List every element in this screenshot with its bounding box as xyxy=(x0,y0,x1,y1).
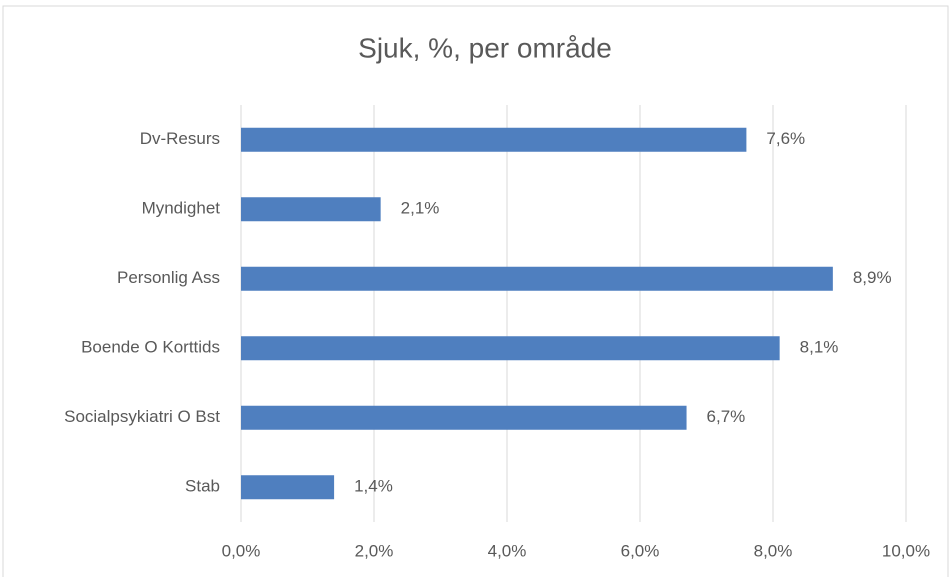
y-tick-label: Dv-Resurs xyxy=(140,129,220,148)
bar xyxy=(241,405,687,430)
data-label: 6,7% xyxy=(707,407,746,426)
data-label: 8,1% xyxy=(800,338,839,357)
x-tick-label: 2,0% xyxy=(355,541,394,560)
x-tick-label: 6,0% xyxy=(621,541,660,560)
x-tick-label: 4,0% xyxy=(488,541,527,560)
x-tick-label: 8,0% xyxy=(754,541,793,560)
y-tick-label: Socialpsykiatri O Bst xyxy=(64,407,220,426)
data-label: 2,1% xyxy=(401,199,440,218)
bar xyxy=(241,475,335,500)
y-tick-label: Personlig Ass xyxy=(117,268,220,287)
bar xyxy=(241,336,780,361)
bar xyxy=(241,127,747,152)
data-label: 8,9% xyxy=(853,268,892,287)
x-tick-label: 10,0% xyxy=(882,541,930,560)
x-tick-label: 0,0% xyxy=(222,541,261,560)
chart-title: Sjuk, %, per område xyxy=(358,32,612,63)
bar xyxy=(241,266,833,291)
data-label: 7,6% xyxy=(766,129,805,148)
y-tick-label: Myndighet xyxy=(142,199,221,218)
bar xyxy=(241,197,381,222)
y-tick-label: Boende O Korttids xyxy=(81,338,220,357)
y-tick-label: Stab xyxy=(185,477,220,496)
data-label: 1,4% xyxy=(354,477,393,496)
chart-border xyxy=(2,5,949,577)
